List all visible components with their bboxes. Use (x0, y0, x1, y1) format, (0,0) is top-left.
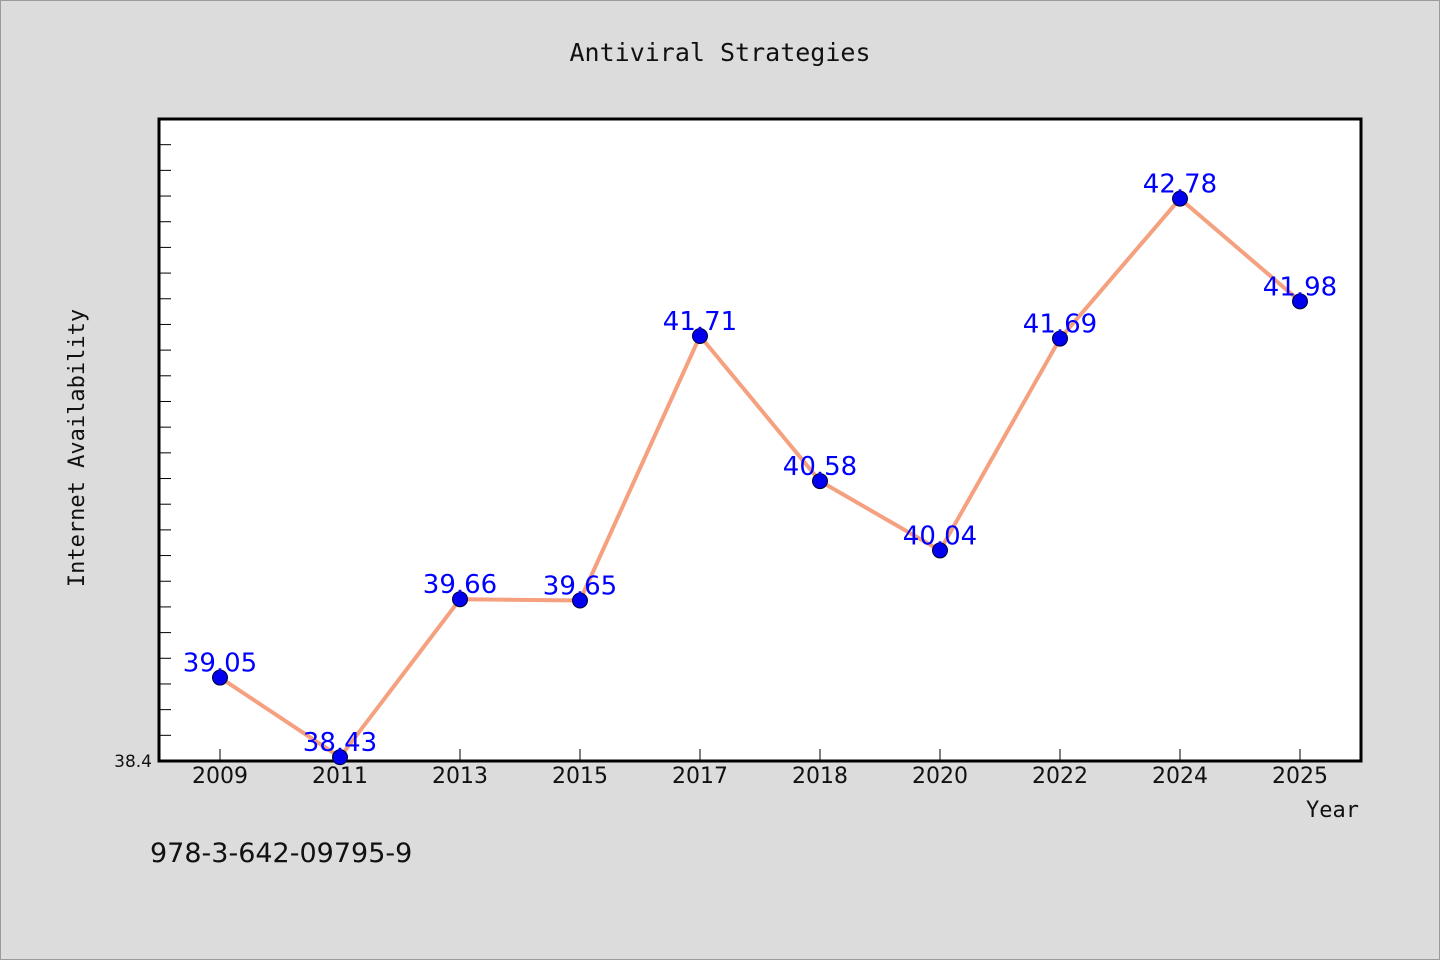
data-labels: 39.05 38.43 39.66 39.65 41.71 40.58 40.04 41.69… (183, 170, 1337, 759)
chart-title: Antiviral Strategies (569, 38, 870, 67)
data-point (332, 749, 348, 766)
data-label: 41.71 (663, 307, 737, 337)
y-axis-tick-labels: 38.4 (114, 752, 152, 772)
data-label: 39.05 (183, 649, 257, 679)
x-tick-label: 2011 (312, 764, 368, 789)
data-point (692, 327, 708, 344)
y-axis-ticks (159, 144, 171, 736)
data-label: 39.65 (543, 572, 617, 602)
x-tick-label: 2024 (1152, 764, 1208, 789)
data-label: 40.58 (783, 452, 857, 482)
data-point (1172, 190, 1188, 207)
data-point (212, 669, 228, 686)
data-label: 41.69 (1023, 310, 1097, 340)
data-label: 38.43 (303, 728, 377, 758)
y-tick-label: 38.4 (114, 752, 152, 772)
x-tick-label: 2022 (1032, 764, 1088, 789)
data-label: 39.66 (423, 570, 497, 600)
isbn-text: 978-3-642-09795-9 (150, 838, 412, 869)
x-tick-label: 2020 (912, 764, 968, 789)
series-line (218, 196, 1302, 760)
y-axis-label: Internet Availability (65, 309, 90, 587)
data-point (932, 542, 948, 559)
data-point (1292, 293, 1308, 310)
x-tick-label: 2025 (1272, 764, 1328, 789)
data-label: 40.04 (903, 521, 977, 551)
data-label: 41.98 (1263, 272, 1337, 302)
data-point (1052, 330, 1068, 347)
plot-area (157, 117, 1363, 763)
x-tick-label: 2009 (192, 764, 248, 789)
data-label: 42.78 (1143, 170, 1217, 200)
x-axis-label: Year (1306, 798, 1359, 823)
x-axis-tick-labels: 2009 2011 2013 2015 2017 2018 2020 2022 2024 2025 (192, 764, 1328, 789)
x-tick-label: 2015 (552, 764, 608, 789)
data-markers (212, 190, 1308, 766)
data-point (452, 591, 468, 608)
x-tick-label: 2013 (432, 764, 488, 789)
data-point (572, 592, 588, 609)
data-point (812, 473, 828, 490)
x-tick-label: 2018 (792, 764, 848, 789)
x-tick-label: 2017 (672, 764, 728, 789)
